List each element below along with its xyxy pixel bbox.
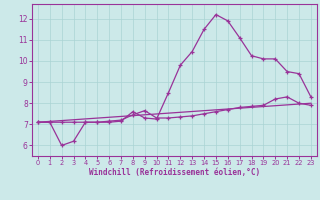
X-axis label: Windchill (Refroidissement éolien,°C): Windchill (Refroidissement éolien,°C) xyxy=(89,168,260,177)
